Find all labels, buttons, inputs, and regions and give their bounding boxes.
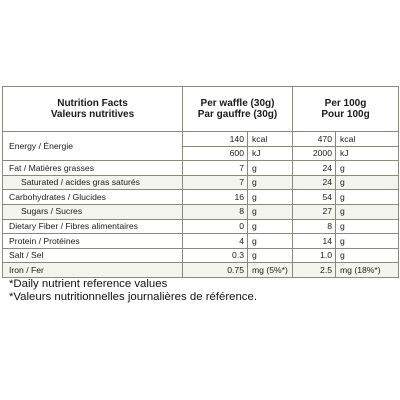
header-per-serving-en: Per waffle (30g) [200, 97, 275, 109]
header-per-100-en: Per 100g [324, 97, 367, 109]
nutrient-column-header: Nutrition Facts Valeurs nutritives [2, 86, 183, 132]
per100-unit: g [334, 189, 400, 205]
header-nutrient-fr: Valeurs nutritives [50, 109, 135, 120]
table-row: Iron / Fer 0.75 mg (5%*) 2.5 mg (18%*) [2, 262, 400, 278]
table-row: Fat / Matières grasses 7 g 24 g [2, 160, 400, 176]
energy-label: Energy / Énergie [2, 130, 183, 162]
table-header-row: Nutrition Facts Valeurs nutritives Per w… [2, 86, 400, 132]
energy-kj-unit: kJ [247, 145, 293, 162]
per100-value: 2.5 [292, 262, 336, 278]
per100-unit: mg (18%*) [334, 262, 400, 278]
energy-kcal-unit: kcal [247, 131, 293, 147]
serving-unit: g [247, 174, 293, 191]
per100-value: 27 [292, 203, 336, 220]
nutrient-label: Sugars / Sucres [2, 203, 183, 220]
per100-value: 54 [292, 189, 336, 205]
nutrient-label: Dietary Fiber / Fibres alimentaires [2, 218, 183, 235]
serving-value: 4 [182, 233, 248, 249]
serving-value: 8 [182, 203, 248, 220]
per100-value: 14 [292, 233, 336, 249]
per100-value: 1.0 [292, 247, 336, 264]
per-serving-column-header: Per waffle (30g) Par gauffre (30g) [182, 86, 293, 132]
serving-value: 7 [182, 174, 248, 191]
nutrient-label: Salt / Sel [2, 247, 183, 264]
serving-unit: mg (5%*) [247, 262, 293, 278]
nutrition-table-container: Nutrition Facts Valeurs nutritives Per w… [2, 86, 400, 278]
header-per-100-fr: Pour 100g [321, 109, 370, 120]
energy-kj-unit-100: kJ [334, 145, 400, 162]
energy-kcal-serving: 140 [182, 131, 248, 147]
energy-kj-serving: 600 [182, 145, 248, 162]
serving-value: 16 [182, 189, 248, 205]
daily-value-footnote: *Daily nutrient reference values *Valeur… [9, 278, 394, 304]
per100-unit: g [334, 233, 400, 249]
table-row: Salt / Sel 0.3 g 1.0 g [2, 247, 400, 264]
serving-value: 0.75 [182, 262, 248, 278]
nutrient-label: Saturated / acides gras saturés [2, 174, 183, 191]
energy-kcal-unit-100: kcal [334, 131, 400, 147]
energy-kcal-per100: 470 [292, 131, 336, 147]
serving-value: 0.3 [182, 247, 248, 264]
table-row: Carbohydrates / Glucides 16 g 54 g [2, 189, 400, 205]
energy-kj-row: 600 kJ 2000 kJ [3, 145, 400, 162]
per100-value: 24 [292, 174, 336, 191]
per100-unit: g [334, 160, 400, 176]
per100-unit: g [334, 247, 400, 264]
per100-value: 8 [292, 218, 336, 235]
footnote-line-fr: *Valeurs nutritionnelles journalières de… [9, 291, 257, 303]
header-per-serving-fr: Par gauffre (30g) [197, 109, 278, 120]
energy-kj-per100: 2000 [292, 145, 336, 162]
energy-kcal-row: Energy / Énergie 140 kcal 470 kcal [2, 130, 400, 162]
per100-value: 24 [292, 160, 336, 176]
per100-unit: g [334, 174, 400, 191]
nutrient-label: Iron / Fer [2, 262, 183, 278]
nutrient-label: Fat / Matières grasses [2, 160, 183, 176]
table-row: Sugars / Sucres 8 g 27 g [2, 203, 400, 220]
serving-unit: g [247, 203, 293, 220]
serving-unit: g [247, 160, 293, 176]
footnote-line-en: *Daily nutrient reference values [9, 278, 168, 290]
serving-unit: g [247, 247, 293, 264]
nutrient-label: Protein / Protéines [2, 233, 183, 249]
header-nutrient-en: Nutrition Facts [57, 97, 128, 109]
serving-unit: g [247, 189, 293, 205]
per-100g-column-header: Per 100g Pour 100g [291, 86, 400, 132]
table-row: Protein / Protéines 4 g 14 g [2, 233, 400, 249]
serving-value: 0 [182, 218, 248, 235]
table-row: Dietary Fiber / Fibres alimentaires 0 g … [2, 218, 400, 235]
nutrition-facts-table: Nutrition Facts Valeurs nutritives Per w… [2, 86, 400, 278]
nutrient-label: Carbohydrates / Glucides [2, 189, 183, 205]
serving-unit: g [247, 218, 293, 235]
per100-unit: g [334, 203, 400, 220]
serving-unit: g [247, 233, 293, 249]
per100-unit: g [334, 218, 400, 235]
serving-value: 7 [182, 160, 248, 176]
table-row: Saturated / acides gras saturés 7 g 24 g [2, 174, 400, 191]
